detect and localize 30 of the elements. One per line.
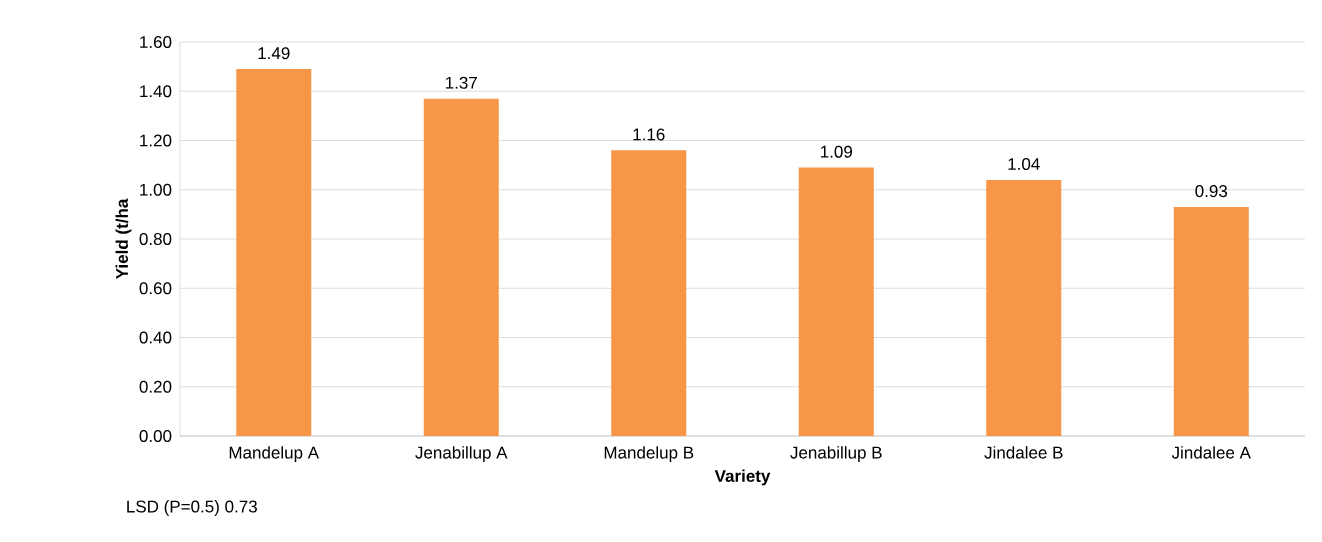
x-tick-label: Mandelup B bbox=[604, 446, 694, 462]
data-label: 1.37 bbox=[446, 76, 477, 89]
text: LSD (P=0.5) 0.73 bbox=[127, 500, 257, 516]
data-label: 1.09 bbox=[821, 145, 852, 158]
x-tick-label: Jindalee B bbox=[984, 446, 1063, 459]
bar bbox=[1173, 206, 1249, 436]
x-tick-label: Jenabillup B bbox=[790, 446, 882, 462]
data-label: 1.04 bbox=[1008, 157, 1040, 171]
bar bbox=[798, 167, 874, 436]
x-tick-label: Jindalee A bbox=[1171, 446, 1251, 459]
y-tick-label: 0.60 bbox=[139, 282, 172, 295]
data-label: 1.49 bbox=[258, 47, 290, 60]
data-label: 0.93 bbox=[1195, 185, 1228, 198]
y-tick-label: 1.40 bbox=[140, 85, 172, 98]
x-tick-label: Mandelup A bbox=[229, 446, 320, 462]
x-axis-title: Variety bbox=[714, 469, 771, 486]
x-tick-label: Jenabillup A bbox=[415, 446, 508, 462]
bar bbox=[986, 179, 1062, 436]
bar bbox=[611, 150, 687, 436]
y-tick-label: 1.00 bbox=[140, 183, 172, 196]
y-tick-label: 1.20 bbox=[140, 134, 172, 147]
y-tick-label: 0.00 bbox=[139, 429, 172, 443]
y-axis-title: Yield (t/ha bbox=[115, 198, 132, 279]
bar bbox=[236, 69, 312, 436]
y-tick-label: 0.40 bbox=[139, 331, 172, 344]
y-tick-label: 0.80 bbox=[139, 232, 172, 246]
bar bbox=[423, 98, 499, 436]
y-tick-label: 0.20 bbox=[139, 380, 172, 393]
y-tick-label: 1.60 bbox=[140, 35, 172, 49]
data-label: 1.16 bbox=[633, 128, 665, 141]
